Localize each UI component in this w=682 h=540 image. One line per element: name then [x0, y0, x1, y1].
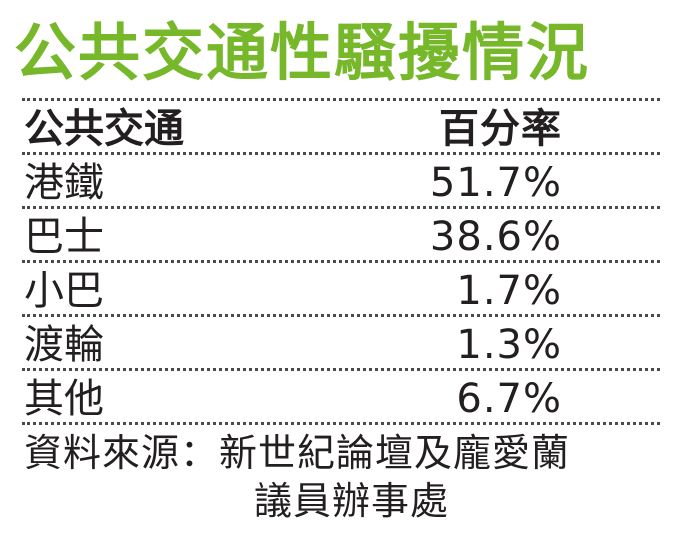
- row-value-3: 1.7%: [456, 268, 562, 314]
- header-category: 公共交通: [24, 106, 184, 152]
- divider-row-1: [22, 152, 660, 155]
- divider-row-4: [22, 314, 660, 317]
- source-note-line2: 議員辦事處: [254, 479, 450, 523]
- row-label-5: 其他: [24, 376, 104, 422]
- source-note-line1: 資料來源：新世紀論壇及龐愛蘭: [24, 431, 571, 475]
- row-label-1: 港鐵: [24, 160, 104, 206]
- row-value-2: 38.6%: [429, 214, 562, 260]
- row-label-4: 渡輪: [24, 322, 104, 368]
- row-value-1: 51.7%: [429, 160, 562, 206]
- divider-row-3: [22, 260, 660, 263]
- chart-title: 公共交通性騷擾情況: [14, 16, 591, 89]
- row-value-4: 1.3%: [456, 322, 562, 368]
- divider-row-5: [22, 368, 660, 371]
- row-value-5: 6.7%: [456, 376, 562, 422]
- divider-bottom: [22, 422, 660, 425]
- row-label-2: 巴士: [24, 214, 104, 260]
- row-label-3: 小巴: [24, 268, 104, 314]
- divider-row-2: [22, 206, 660, 209]
- header-percentage: 百分率: [439, 106, 562, 152]
- divider-top: [22, 98, 660, 101]
